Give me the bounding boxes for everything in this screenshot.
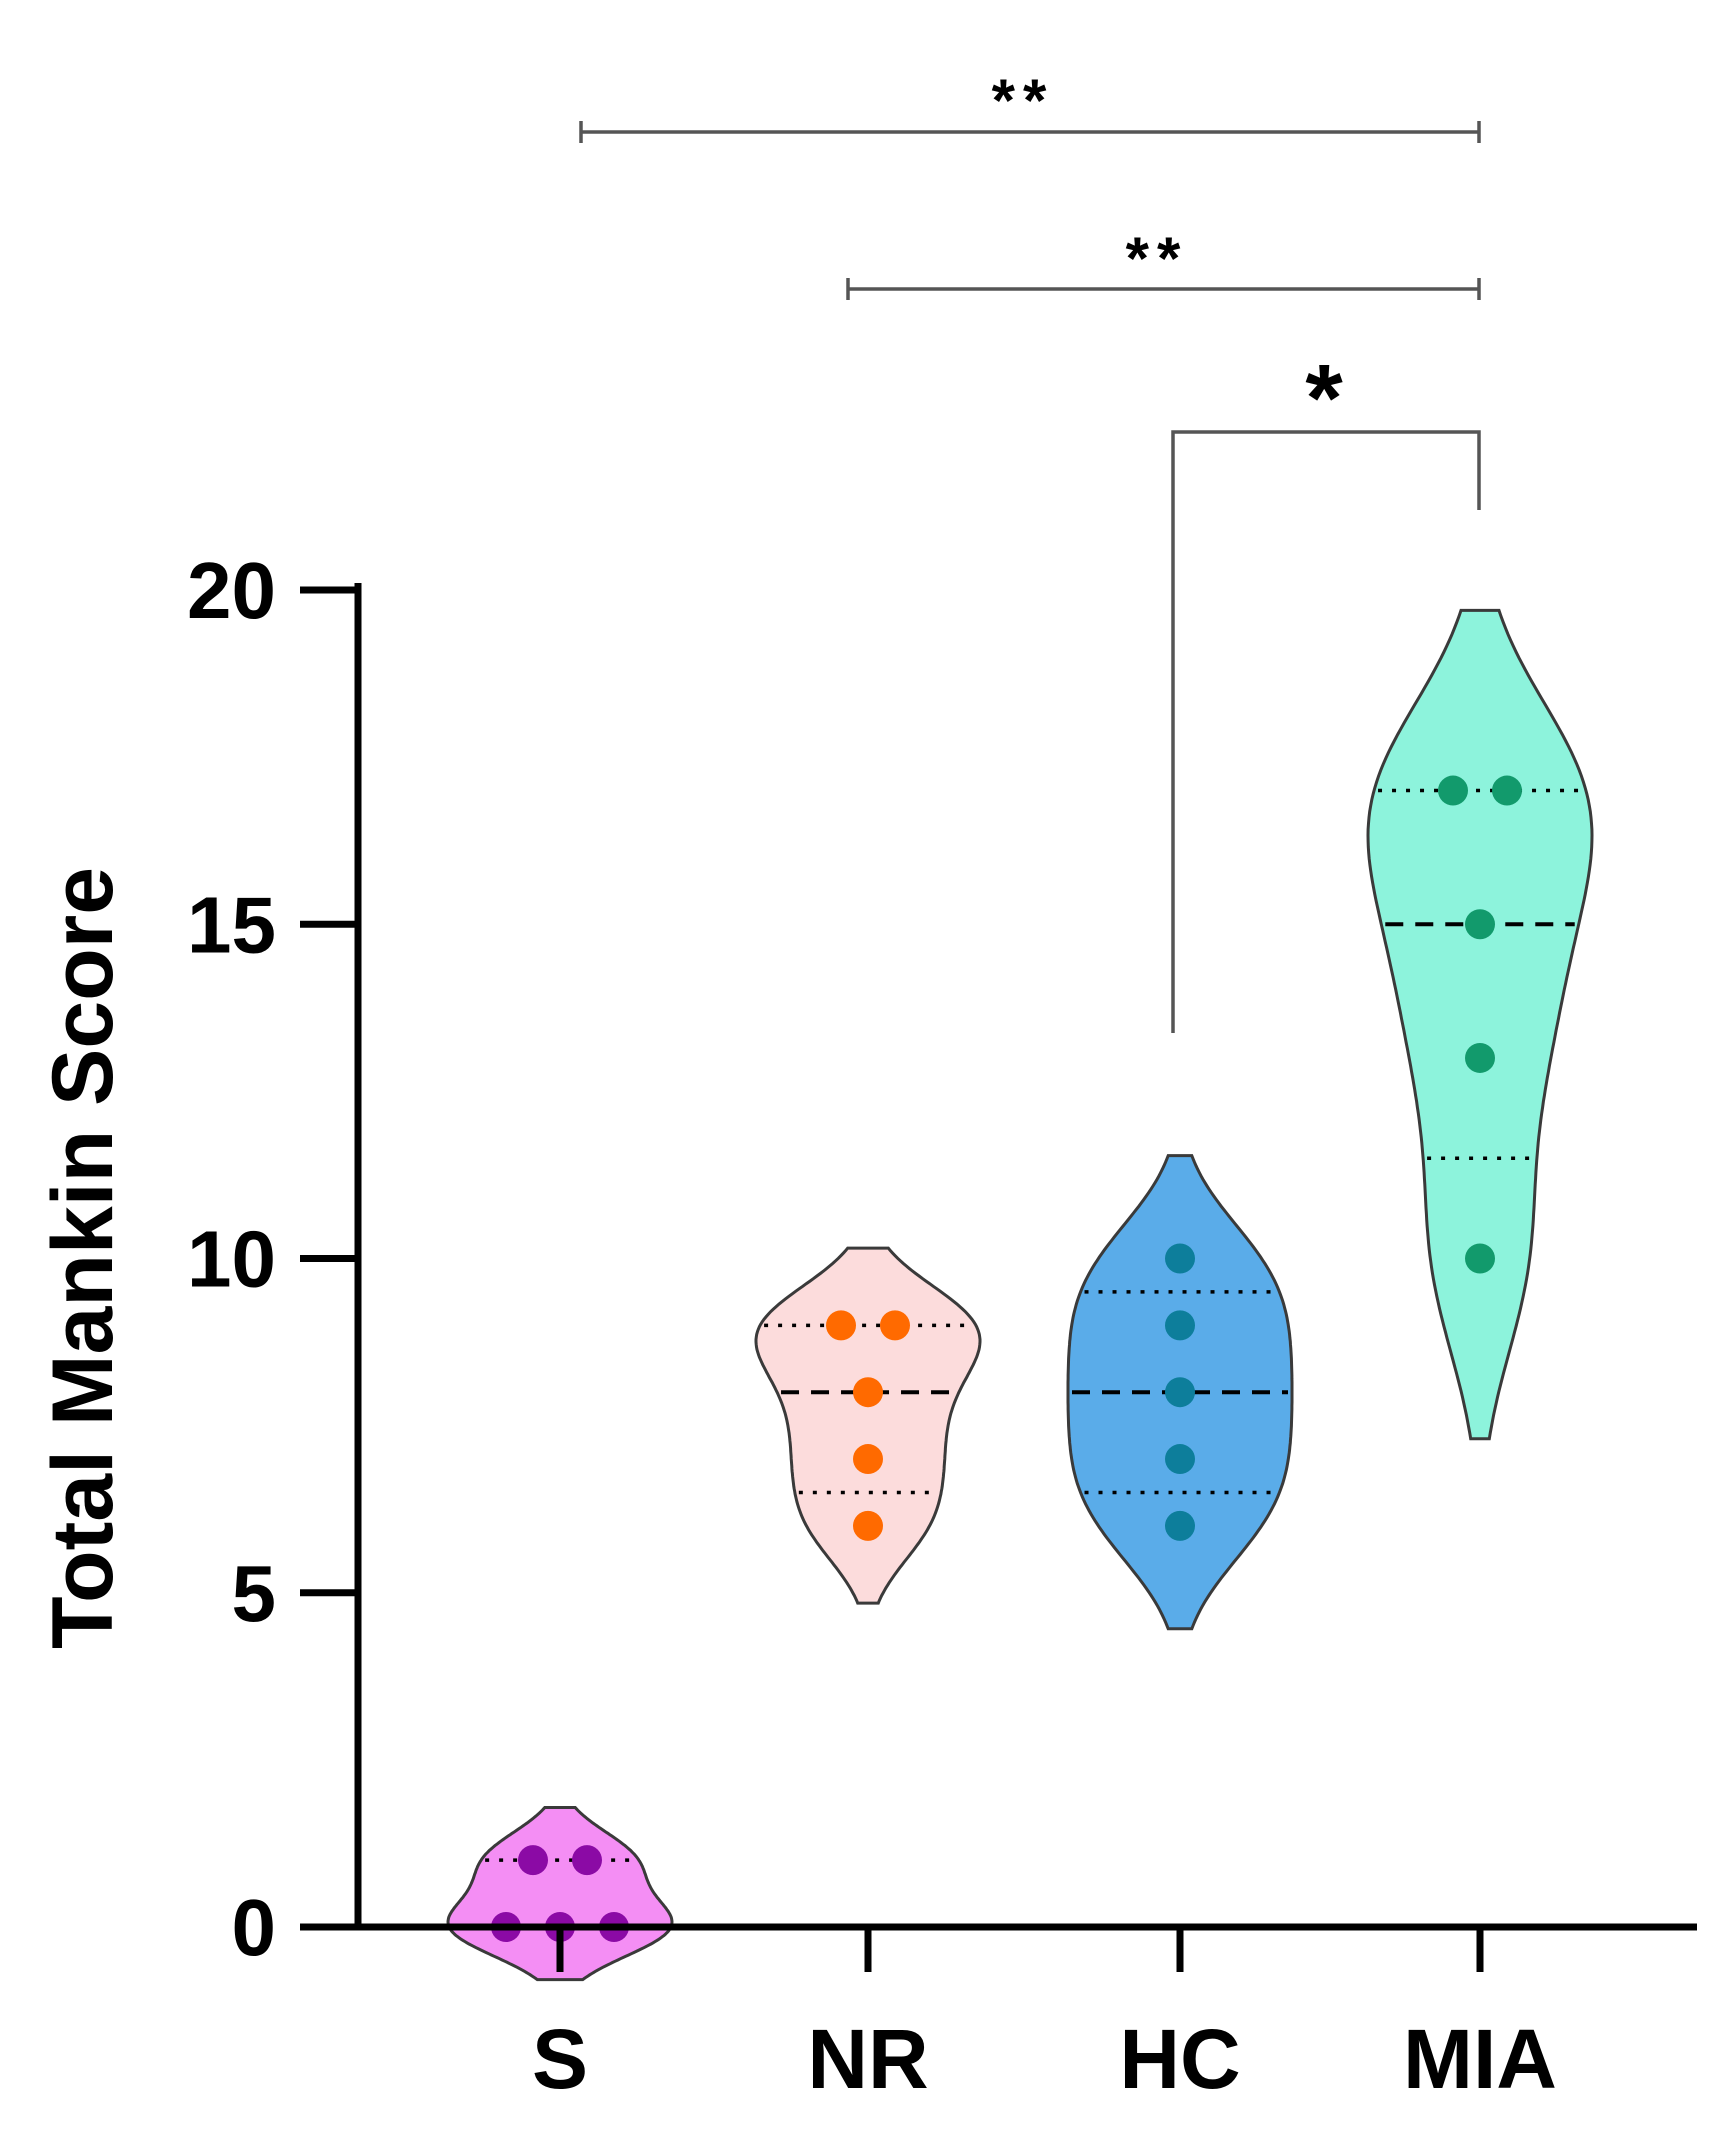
data-point xyxy=(1165,1310,1195,1341)
data-point xyxy=(518,1845,548,1876)
data-point xyxy=(853,1444,883,1475)
data-point xyxy=(1465,1042,1495,1073)
data-point xyxy=(853,1510,883,1541)
y-tick-label: 5 xyxy=(232,1549,277,1638)
significance-bracket: ** xyxy=(846,225,1481,300)
data-point xyxy=(1165,1377,1195,1408)
data-point xyxy=(853,1377,883,1408)
significance-brackets: ***** xyxy=(579,67,1481,1033)
x-tick-label: MIA xyxy=(1403,2012,1557,2106)
x-tick-label: S xyxy=(532,2012,588,2106)
data-point xyxy=(1465,909,1495,940)
y-tick-label: 20 xyxy=(187,546,276,635)
violins xyxy=(446,608,1594,1982)
significance-label: ** xyxy=(1126,225,1189,292)
violin-body xyxy=(1366,608,1594,1441)
significance-label: ** xyxy=(992,67,1055,134)
significance-label: * xyxy=(1305,345,1350,452)
x-tick-label: HC xyxy=(1119,2012,1240,2106)
data-point xyxy=(1438,775,1468,806)
y-tick-label: 15 xyxy=(187,880,276,969)
data-point xyxy=(1165,1243,1195,1274)
data-point xyxy=(1165,1444,1195,1475)
data-point xyxy=(1492,775,1522,806)
data-point xyxy=(1465,1243,1495,1274)
y-ticks: 0 5 10 15 20 xyxy=(187,546,358,1972)
data-point xyxy=(826,1310,856,1341)
bracket-line xyxy=(1171,430,1481,1033)
violin-group-S xyxy=(446,1806,674,1982)
significance-bracket: ** xyxy=(579,67,1481,143)
y-tick-label: 0 xyxy=(232,1883,277,1972)
data-point xyxy=(572,1845,602,1876)
violin-body xyxy=(754,1246,982,1605)
data-point xyxy=(880,1310,910,1341)
violin-group-HC xyxy=(1066,1154,1294,1631)
violin-group-MIA xyxy=(1366,608,1594,1441)
y-tick-label: 10 xyxy=(187,1215,276,1304)
x-ticks: S NR HC MIA xyxy=(532,1927,1557,2106)
y-axis-title: Total Mankin Score xyxy=(35,867,131,1649)
x-tick-label: NR xyxy=(807,2012,928,2106)
significance-bracket: * xyxy=(1171,345,1481,1033)
violin-group-NR xyxy=(754,1246,982,1605)
data-point xyxy=(1165,1510,1195,1541)
